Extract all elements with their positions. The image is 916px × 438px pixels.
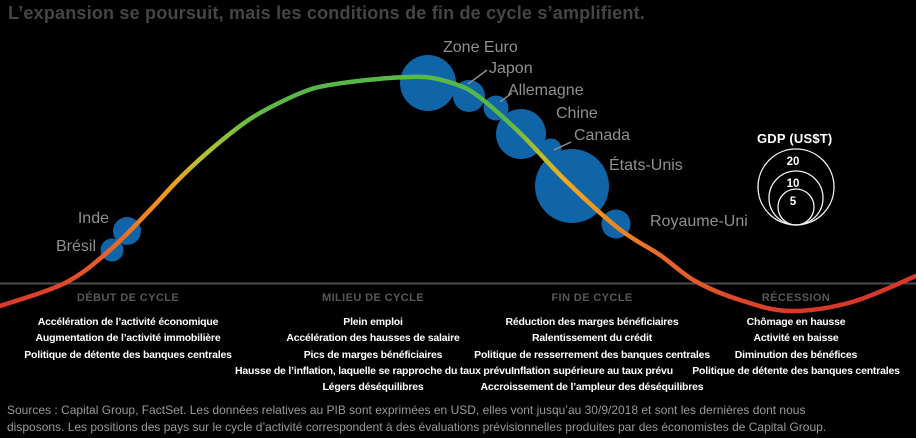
leader-line bbox=[467, 69, 488, 85]
cycle-curve bbox=[0, 74, 916, 314]
legend-ring-value: 20 bbox=[787, 156, 800, 168]
legend-ring-value: 10 bbox=[787, 178, 800, 190]
gdp-size-legend-rings: 20 10 5 bbox=[757, 148, 835, 226]
label-leader-lines bbox=[467, 69, 572, 151]
legend-ring bbox=[777, 188, 815, 226]
country-bubble bbox=[400, 55, 456, 111]
legend-ring-value: 5 bbox=[790, 196, 797, 208]
source-line-2: disposons. Les positions des pays sur le… bbox=[7, 420, 827, 434]
country-bubbles bbox=[100, 55, 631, 262]
gdp-legend-title: GDP (US$T) bbox=[757, 131, 833, 146]
leader-line bbox=[499, 92, 513, 103]
leader-line bbox=[553, 141, 572, 151]
source-line-1: Sources : Capital Group, FactSet. Les do… bbox=[7, 403, 806, 417]
page-title: L’expansion se poursuit, mais les condit… bbox=[8, 3, 645, 23]
source-note: Sources : Capital Group, FactSet. Les do… bbox=[7, 402, 909, 436]
